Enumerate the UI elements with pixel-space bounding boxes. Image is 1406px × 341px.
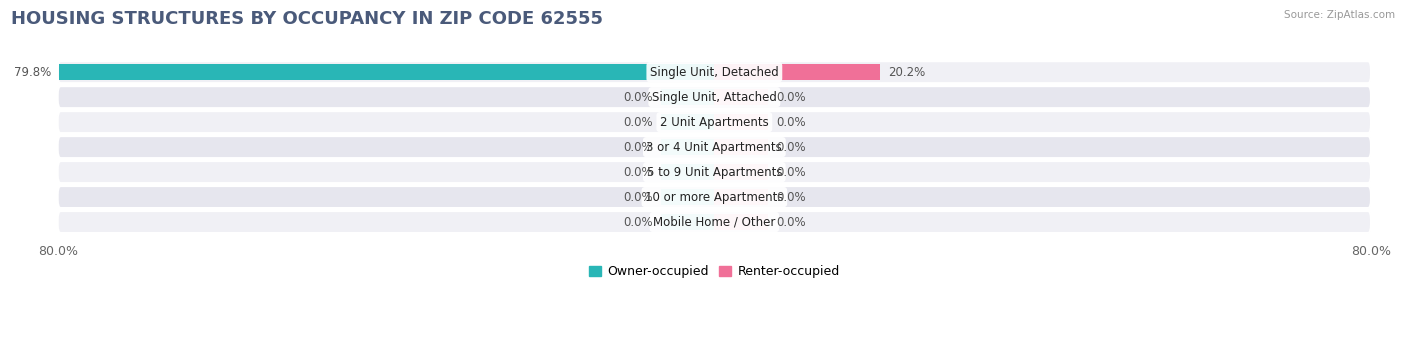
Text: 20.2%: 20.2% bbox=[889, 66, 925, 79]
Text: 0.0%: 0.0% bbox=[623, 140, 652, 153]
Text: Mobile Home / Other: Mobile Home / Other bbox=[654, 216, 776, 228]
Text: Single Unit, Attached: Single Unit, Attached bbox=[652, 91, 776, 104]
Text: Source: ZipAtlas.com: Source: ZipAtlas.com bbox=[1284, 10, 1395, 20]
Bar bbox=[661, 214, 714, 230]
FancyBboxPatch shape bbox=[58, 211, 1371, 233]
Bar bbox=[714, 189, 768, 205]
Bar bbox=[59, 64, 714, 80]
Bar bbox=[714, 214, 768, 230]
Text: 2 Unit Apartments: 2 Unit Apartments bbox=[659, 116, 769, 129]
Text: 0.0%: 0.0% bbox=[776, 91, 806, 104]
Bar bbox=[714, 114, 768, 130]
Text: 0.0%: 0.0% bbox=[623, 166, 652, 179]
FancyBboxPatch shape bbox=[58, 186, 1371, 208]
Bar bbox=[714, 139, 768, 155]
Text: 0.0%: 0.0% bbox=[623, 216, 652, 228]
Bar bbox=[661, 139, 714, 155]
Text: 0.0%: 0.0% bbox=[776, 166, 806, 179]
Legend: Owner-occupied, Renter-occupied: Owner-occupied, Renter-occupied bbox=[583, 260, 845, 283]
Text: 0.0%: 0.0% bbox=[623, 191, 652, 204]
Text: 0.0%: 0.0% bbox=[776, 216, 806, 228]
Bar bbox=[714, 64, 880, 80]
FancyBboxPatch shape bbox=[58, 161, 1371, 183]
Text: 0.0%: 0.0% bbox=[776, 140, 806, 153]
FancyBboxPatch shape bbox=[58, 136, 1371, 158]
Bar bbox=[714, 89, 768, 105]
FancyBboxPatch shape bbox=[58, 86, 1371, 108]
FancyBboxPatch shape bbox=[58, 111, 1371, 133]
Bar bbox=[661, 114, 714, 130]
Text: 79.8%: 79.8% bbox=[14, 66, 51, 79]
Text: 0.0%: 0.0% bbox=[776, 116, 806, 129]
Text: HOUSING STRUCTURES BY OCCUPANCY IN ZIP CODE 62555: HOUSING STRUCTURES BY OCCUPANCY IN ZIP C… bbox=[11, 10, 603, 28]
FancyBboxPatch shape bbox=[58, 61, 1371, 83]
Text: 0.0%: 0.0% bbox=[776, 191, 806, 204]
Text: 5 to 9 Unit Apartments: 5 to 9 Unit Apartments bbox=[647, 166, 782, 179]
Text: 3 or 4 Unit Apartments: 3 or 4 Unit Apartments bbox=[647, 140, 782, 153]
Text: Single Unit, Detached: Single Unit, Detached bbox=[650, 66, 779, 79]
Text: 10 or more Apartments: 10 or more Apartments bbox=[645, 191, 783, 204]
Text: 0.0%: 0.0% bbox=[623, 91, 652, 104]
Bar bbox=[661, 164, 714, 180]
Bar bbox=[714, 164, 768, 180]
Bar bbox=[661, 89, 714, 105]
Bar bbox=[661, 189, 714, 205]
Text: 0.0%: 0.0% bbox=[623, 116, 652, 129]
